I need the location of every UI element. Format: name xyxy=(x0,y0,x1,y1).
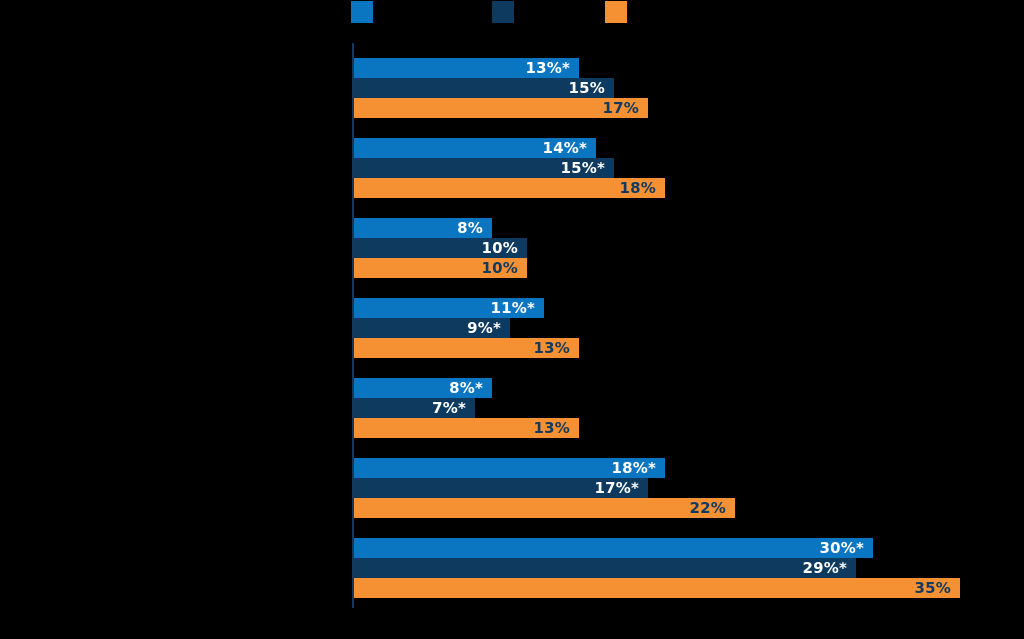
bar-value-label: 17% xyxy=(602,99,639,117)
bar-value-label: 13%* xyxy=(525,59,570,77)
bar-group7-series2: 29%* xyxy=(354,558,856,578)
bar-group7-series1: 30%* xyxy=(354,538,873,558)
bar-group3-series3: 10% xyxy=(354,258,527,278)
bar-value-label: 9%* xyxy=(467,319,501,337)
bar-value-label: 13% xyxy=(533,419,570,437)
bar-value-label: 18%* xyxy=(611,459,656,477)
bar-group5-series2: 7%* xyxy=(354,398,475,418)
bar-group3-series1: 8% xyxy=(354,218,492,238)
bar-group4-series1: 11%* xyxy=(354,298,544,318)
legend-swatch-series-2 xyxy=(492,1,514,23)
bar-value-label: 13% xyxy=(533,339,570,357)
bar-group6-series2: 17%* xyxy=(354,478,648,498)
bar-group1-series3: 17% xyxy=(354,98,648,118)
bar-group5-series3: 13% xyxy=(354,418,579,438)
bar-group2-series1: 14%* xyxy=(354,138,596,158)
legend-swatch-series-3 xyxy=(605,1,627,23)
bar-group4-series3: 13% xyxy=(354,338,579,358)
bar-value-label: 15%* xyxy=(560,159,605,177)
bar-value-label: 22% xyxy=(689,499,726,517)
bar-group1-series1: 13%* xyxy=(354,58,579,78)
bar-value-label: 35% xyxy=(914,579,951,597)
bar-value-label: 10% xyxy=(481,259,518,277)
bar-group1-series2: 15% xyxy=(354,78,614,98)
bar-group2-series3: 18% xyxy=(354,178,665,198)
bar-value-label: 8%* xyxy=(449,379,483,397)
bar-group5-series1: 8%* xyxy=(354,378,492,398)
bar-value-label: 14%* xyxy=(542,139,587,157)
bar-value-label: 15% xyxy=(568,79,605,97)
bar-value-label: 11%* xyxy=(490,299,535,317)
y-axis-line xyxy=(352,43,354,608)
bar-group6-series1: 18%* xyxy=(354,458,665,478)
bar-value-label: 18% xyxy=(619,179,656,197)
bar-value-label: 7%* xyxy=(432,399,466,417)
bar-value-label: 29%* xyxy=(802,559,847,577)
bar-group2-series2: 15%* xyxy=(354,158,614,178)
bar-value-label: 8% xyxy=(457,219,483,237)
chart-legend xyxy=(0,0,1024,24)
bar-value-label: 17%* xyxy=(594,479,639,497)
bar-group7-series3: 35% xyxy=(354,578,960,598)
bar-group6-series3: 22% xyxy=(354,498,735,518)
bar-value-label: 10% xyxy=(481,239,518,257)
bar-value-label: 30%* xyxy=(819,539,864,557)
bar-group4-series2: 9%* xyxy=(354,318,510,338)
bar-group3-series2: 10% xyxy=(354,238,527,258)
legend-swatch-series-1 xyxy=(351,1,373,23)
